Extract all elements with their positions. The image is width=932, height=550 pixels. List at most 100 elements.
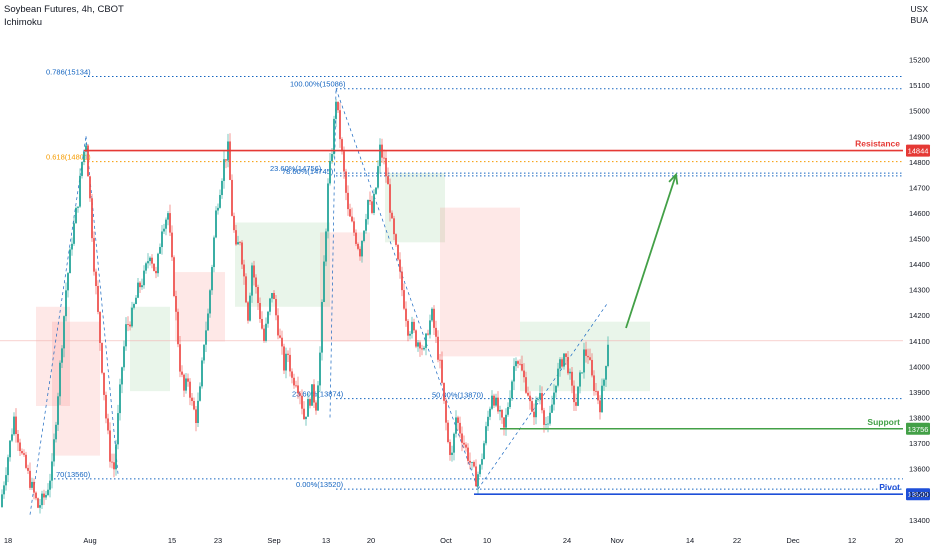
candle [53, 433, 55, 467]
candle [357, 242, 359, 251]
candle [119, 378, 121, 421]
candle-body [175, 296, 177, 312]
candle [411, 316, 413, 339]
candle-body [399, 259, 401, 272]
candle [59, 360, 61, 405]
candle-body [339, 110, 341, 140]
candle [167, 211, 169, 226]
candle [189, 378, 191, 406]
candle [273, 290, 275, 300]
candle-body [467, 447, 469, 461]
fib-label-7: 70(13560) [56, 470, 91, 479]
candle-body [147, 261, 149, 264]
candle [45, 491, 47, 500]
candle-body [403, 290, 405, 309]
candle [307, 393, 309, 417]
candle-body [259, 302, 261, 319]
candle [327, 178, 329, 239]
pivot-price-tag [906, 488, 930, 501]
candle [351, 207, 353, 223]
candle [399, 252, 401, 279]
candle [515, 357, 517, 372]
candle-body [159, 247, 161, 254]
candle [245, 273, 247, 304]
candle [215, 206, 217, 239]
candle [231, 174, 233, 217]
candle-body [423, 347, 425, 350]
candle [131, 301, 133, 328]
candle [607, 336, 609, 368]
candle-body [581, 372, 583, 374]
candle-body [213, 237, 215, 268]
candle [219, 189, 221, 209]
candle [157, 252, 159, 277]
candle [177, 308, 179, 348]
candle [109, 422, 111, 468]
candle [595, 383, 597, 396]
x-tick-label: Oct [440, 536, 453, 545]
candle-body [261, 318, 263, 329]
candle [433, 305, 435, 336]
currency-label: USX BUA [911, 4, 928, 26]
candle-body [313, 384, 315, 403]
candle-body [539, 393, 541, 399]
resistance-label: Resistance [855, 139, 900, 149]
y-tick-label: 14300 [909, 286, 930, 295]
candle-body [329, 161, 331, 184]
candle-body [77, 206, 79, 208]
candle-body [421, 348, 423, 350]
candle [385, 150, 387, 183]
candle-body [349, 209, 351, 217]
candle-body [31, 481, 33, 488]
candle-body [455, 417, 457, 434]
candle-body [127, 324, 129, 325]
candle [549, 405, 551, 426]
candle [597, 390, 599, 405]
candle-body [311, 384, 313, 406]
candle-body [405, 308, 407, 321]
candle [235, 224, 237, 246]
candle [207, 308, 209, 331]
candle [461, 426, 463, 452]
candle [553, 384, 555, 411]
candle [579, 370, 581, 394]
currency-line-2: BUA [910, 15, 928, 25]
candle [137, 278, 139, 299]
candle [523, 363, 525, 383]
candle-body [603, 379, 605, 386]
candle [105, 391, 107, 424]
candle-body [243, 264, 245, 277]
candle-body [113, 462, 115, 470]
candle-body [251, 265, 253, 296]
candle [483, 440, 485, 460]
candle-body [155, 270, 157, 274]
candle [501, 408, 503, 424]
candle-body [385, 157, 387, 177]
candle [409, 331, 411, 340]
candle-body [95, 271, 97, 287]
candle-body [203, 344, 205, 361]
candle-body [359, 248, 361, 257]
candle-body [163, 228, 165, 232]
y-tick-label: 13800 [909, 414, 930, 423]
x-tick-label: 15 [168, 536, 176, 545]
candle [401, 266, 403, 297]
candle [457, 415, 459, 431]
candle [255, 274, 257, 294]
candle-body [585, 349, 587, 356]
candle-body [233, 215, 235, 231]
candle-body [601, 385, 603, 413]
candle-body [165, 219, 167, 229]
candle-body [521, 363, 523, 371]
candle-body [27, 467, 29, 471]
candle-body [377, 166, 379, 188]
candle [575, 393, 577, 412]
support-price-tag-text: 13756 [908, 425, 929, 434]
y-tick-label: 13700 [909, 439, 930, 448]
candle [593, 370, 595, 396]
candle [295, 380, 297, 388]
candle [123, 340, 125, 371]
candle [439, 354, 441, 369]
candle-body [367, 200, 369, 220]
candle-body [319, 352, 321, 386]
